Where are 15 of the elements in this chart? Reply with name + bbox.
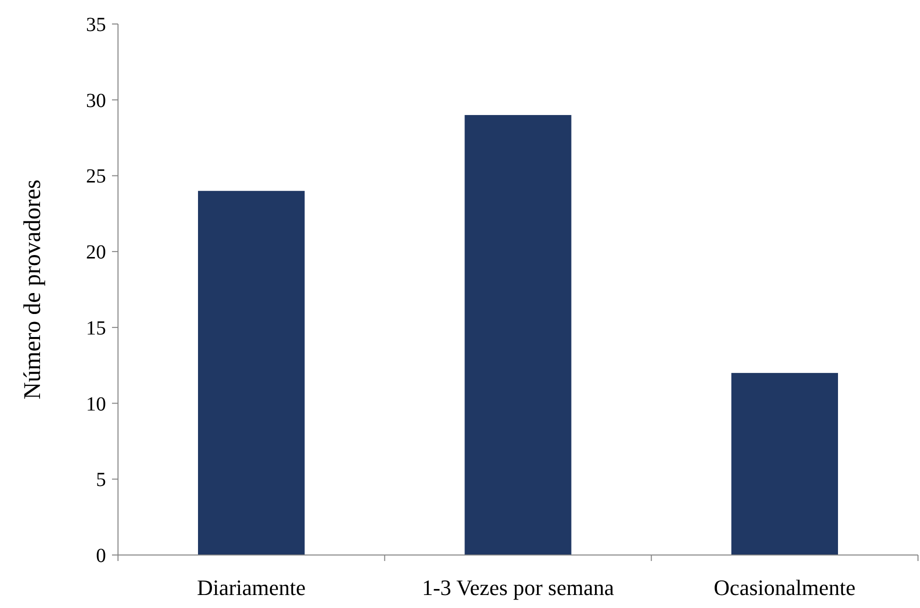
y-tick-label: 15 [86, 317, 106, 340]
bar [464, 115, 572, 555]
y-tick-label: 5 [96, 469, 106, 492]
x-tick-label: Diariamente [196, 575, 306, 600]
y-tick-label: 25 [86, 166, 106, 188]
y-tick-label: 30 [86, 90, 106, 112]
y-tick-label: 0 [96, 545, 106, 567]
x-tick-label: Ocasionalmente [714, 575, 856, 600]
y-axis-title: Número de provadores [20, 180, 46, 400]
y-tick-label: 35 [86, 14, 106, 36]
x-tick-label: 1-3 Vezes por semana [422, 575, 614, 600]
y-tick-label: 10 [86, 393, 106, 416]
y-tick-label: 20 [86, 242, 106, 264]
bar [731, 372, 838, 555]
bar [198, 190, 305, 555]
